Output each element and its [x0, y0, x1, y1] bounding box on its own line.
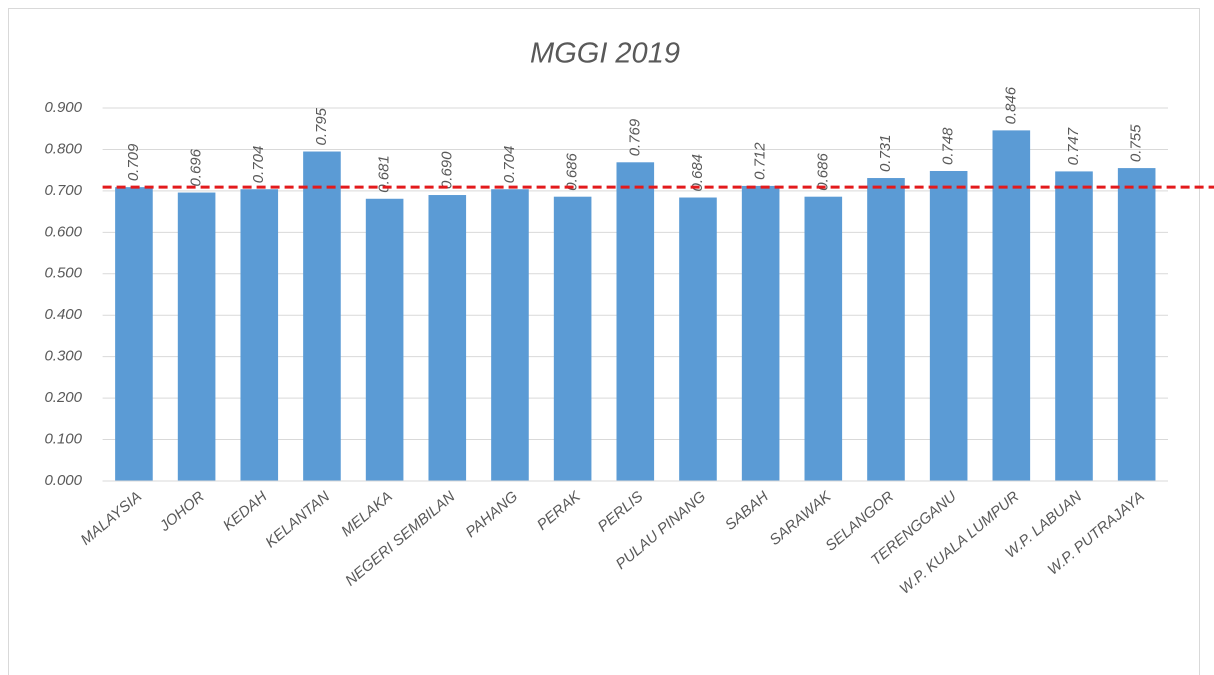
data-label: 0.696 [188, 148, 205, 186]
bar [929, 170, 968, 482]
data-label: 0.686 [814, 152, 831, 190]
data-label: 0.795 [313, 107, 330, 145]
bar [365, 198, 404, 481]
bar [177, 192, 216, 481]
data-label: 0.769 [626, 118, 643, 156]
bar [741, 185, 780, 481]
data-label: 0.748 [940, 127, 957, 165]
bar [679, 197, 717, 481]
data-label: 0.684 [689, 154, 706, 192]
data-label: 0.712 [752, 142, 769, 180]
data-label: 0.709 [125, 143, 142, 181]
data-label: 0.686 [564, 152, 581, 190]
bar [992, 130, 1031, 481]
data-label: 0.690 [438, 151, 455, 189]
y-tick-label: 0.400 [44, 306, 82, 323]
y-tick-label: 0.000 [44, 472, 82, 489]
bar [1055, 171, 1093, 481]
bar [1117, 168, 1156, 481]
data-label: 0.704 [250, 146, 267, 184]
bar [303, 151, 341, 481]
bar [115, 187, 153, 482]
y-tick-label: 0.100 [44, 431, 82, 448]
y-tick-label: 0.200 [44, 389, 82, 406]
bar [240, 189, 279, 481]
data-label: 0.755 [1128, 124, 1145, 162]
y-tick-label: 0.700 [44, 182, 82, 199]
y-tick-label: 0.300 [44, 348, 82, 365]
data-label: 0.731 [877, 134, 894, 172]
data-label: 0.846 [1002, 86, 1019, 124]
data-label: 0.681 [376, 155, 393, 193]
bar [867, 178, 905, 481]
chart-title: MGGI 2019 [530, 38, 680, 70]
bar [804, 196, 843, 482]
data-label: 0.747 [1065, 127, 1082, 165]
bar [428, 195, 467, 482]
data-label: 0.704 [501, 146, 518, 184]
bar [616, 162, 655, 481]
bar [491, 189, 529, 481]
y-tick-label: 0.900 [44, 99, 82, 116]
y-tick-label: 0.800 [44, 140, 82, 157]
y-tick-label: 0.500 [44, 265, 82, 282]
bar [553, 196, 592, 482]
y-tick-label: 0.600 [44, 223, 82, 240]
